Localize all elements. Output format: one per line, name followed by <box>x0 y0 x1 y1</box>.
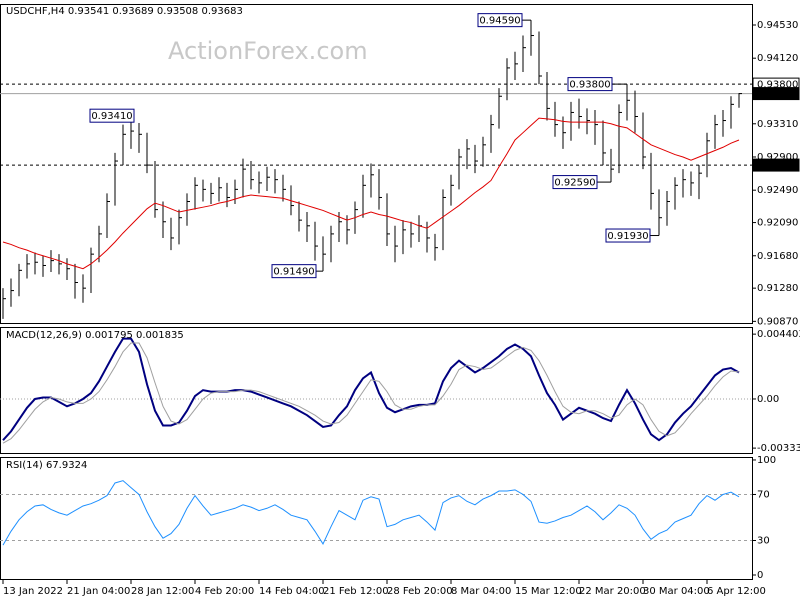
x-tick-label: 15 Mar 12:00 <box>515 586 582 597</box>
y-tick-label: 0.92090 <box>757 218 798 229</box>
price-title: USDCHF,H4 0.93541 0.93689 0.93508 0.9368… <box>6 6 243 17</box>
x-tick-label: 22 Mar 20:00 <box>579 586 646 597</box>
annotation-label: 0.93410 <box>91 111 132 122</box>
annotation-box <box>271 264 317 279</box>
y-tick-label: 30 <box>757 535 770 546</box>
y-tick-label: -0.003338 <box>757 443 800 454</box>
annotation-label: 0.94590 <box>479 16 520 27</box>
x-tick-label: 4 Feb 20:00 <box>195 586 254 597</box>
y-tick-label: 70 <box>757 489 770 500</box>
annotation-box <box>552 175 598 190</box>
y-tick-label: 0.90870 <box>757 316 798 327</box>
moving-average <box>2 117 740 270</box>
annotation-label: 0.91930 <box>607 231 648 242</box>
annotation-box <box>89 108 135 123</box>
y-tick-label: 0.91680 <box>757 251 798 262</box>
series-group <box>0 480 752 546</box>
y-tick-label: 0.00 <box>757 394 779 405</box>
x-tick-label: 6 Apr 12:00 <box>707 586 766 597</box>
rsi-title: RSI(14) 67.9324 <box>6 460 87 471</box>
y-tick-label: 100 <box>757 455 776 466</box>
price-box <box>752 87 800 101</box>
price-box-label: 0.92800 <box>757 161 798 172</box>
price-box <box>752 158 800 172</box>
y-tick-label: 0.92490 <box>757 185 798 196</box>
indicator-line <box>2 480 740 546</box>
series-group <box>0 337 752 444</box>
indicator-line <box>2 337 740 442</box>
y-tick-label: 0.91280 <box>757 283 798 294</box>
x-tick-label: 8 Mar 04:00 <box>451 586 511 597</box>
x-tick-label: 28 Jan 12:00 <box>131 586 194 597</box>
macd-title: MACD(12,26,9) 0.001795 0.001835 <box>6 330 184 341</box>
price-box-label: 0.93800 <box>757 80 798 91</box>
y-tick-label: 0.94120 <box>757 53 798 64</box>
annotation-box <box>567 77 613 92</box>
y-tick-label: 0 <box>757 570 763 581</box>
annotation-label: 0.91490 <box>273 267 314 278</box>
y-tick-label: 0.004403 <box>757 329 800 340</box>
macd-panel-frame <box>0 327 753 454</box>
annotation-box <box>605 228 651 243</box>
y-tick-label: 0.93310 <box>757 119 798 130</box>
plot-layer: 0.945300.941200.937100.933100.929000.924… <box>0 13 800 597</box>
x-tick-label: 30 Mar 04:00 <box>643 586 710 597</box>
annotation-label: 0.92590 <box>554 178 595 189</box>
x-tick-label: 28 Feb 20:00 <box>387 586 453 597</box>
annotation-box <box>477 13 523 28</box>
watermark: ActionForex.com <box>168 37 368 65</box>
x-tick-label: 21 Jan 04:00 <box>67 586 130 597</box>
x-tick-label: 21 Feb 12:00 <box>323 586 389 597</box>
x-tick-label: 13 Jan 2022 <box>3 586 63 597</box>
y-tick-label: 0.92900 <box>757 152 798 163</box>
y-tick-label: 0.94530 <box>757 20 798 31</box>
price-plot <box>0 20 752 319</box>
indicator-line <box>2 342 740 444</box>
annotation-label: 0.93800 <box>569 80 610 91</box>
rsi-panel-frame <box>0 457 753 580</box>
x-tick-label: 14 Feb 04:00 <box>259 586 325 597</box>
price-box-label: 0.93683 <box>757 89 798 100</box>
